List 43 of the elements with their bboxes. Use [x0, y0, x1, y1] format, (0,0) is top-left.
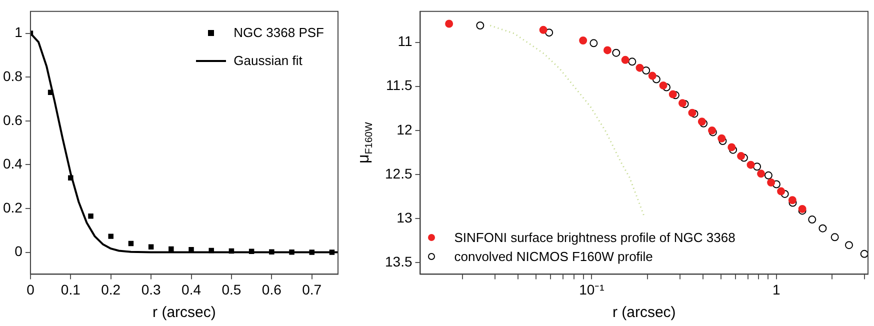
- point: [168, 246, 174, 252]
- x-tick-label: 0.7: [302, 281, 322, 298]
- y-tick-label: 1: [14, 24, 23, 40]
- x-axis-title: r (arcsec): [612, 304, 676, 322]
- legend-label: SINFONI surface brightness profile of NGC 3368: [454, 229, 736, 248]
- legend-label: convolved NICMOS F160W profile: [454, 248, 653, 266]
- y-tick-label: 0.8: [2, 68, 23, 84]
- point: [48, 90, 54, 96]
- y-tick-label: 11: [398, 33, 412, 50]
- point: [208, 248, 214, 254]
- point: [289, 249, 294, 255]
- point: [228, 248, 234, 254]
- x-tick-label: 1: [772, 281, 781, 298]
- y-tick-label: 13.5: [385, 254, 412, 270]
- y-tick-label: 12: [396, 121, 412, 138]
- x-tick-label: 0.1: [60, 281, 81, 298]
- point: [88, 214, 94, 219]
- y-tick-label: 12.5: [385, 165, 412, 182]
- x-tick-label: 0.6: [262, 281, 282, 298]
- point: [309, 250, 314, 255]
- x-tick-label: 0.5: [222, 281, 242, 298]
- y-axis-title: μF160W: [355, 122, 375, 164]
- point: [329, 250, 335, 255]
- y-tick-label: 13: [396, 210, 412, 226]
- y-tick-label: 0.6: [2, 112, 23, 128]
- y-tick-label: 0.4: [2, 156, 23, 172]
- point: [269, 249, 274, 254]
- x-tick-label: 0: [26, 281, 35, 298]
- x-tick-label: 0.2: [101, 281, 121, 298]
- point: [148, 244, 154, 250]
- x-tick-label: 0.3: [141, 281, 162, 298]
- x-tick-label: 0.4: [182, 281, 202, 298]
- y-tick-label: 0.2: [2, 199, 23, 216]
- x-tick-label: 10⁻¹: [579, 281, 605, 298]
- point: [128, 240, 134, 246]
- point: [248, 248, 254, 254]
- point: [108, 234, 114, 239]
- y-tick-label: 0: [14, 243, 23, 260]
- legend-label: NGC 3368 PSF: [234, 24, 324, 42]
- point: [68, 175, 74, 180]
- legend-label: Gaussian fit: [234, 52, 302, 70]
- x-axis-title: r (arcsec): [152, 304, 216, 322]
- y-tick-label: 11.5: [386, 77, 412, 94]
